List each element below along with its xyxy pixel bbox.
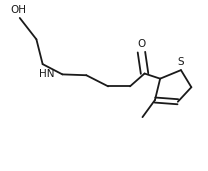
Text: S: S [178, 57, 184, 67]
Text: HN: HN [39, 69, 54, 78]
Text: O: O [137, 40, 146, 49]
Text: OH: OH [11, 5, 27, 15]
